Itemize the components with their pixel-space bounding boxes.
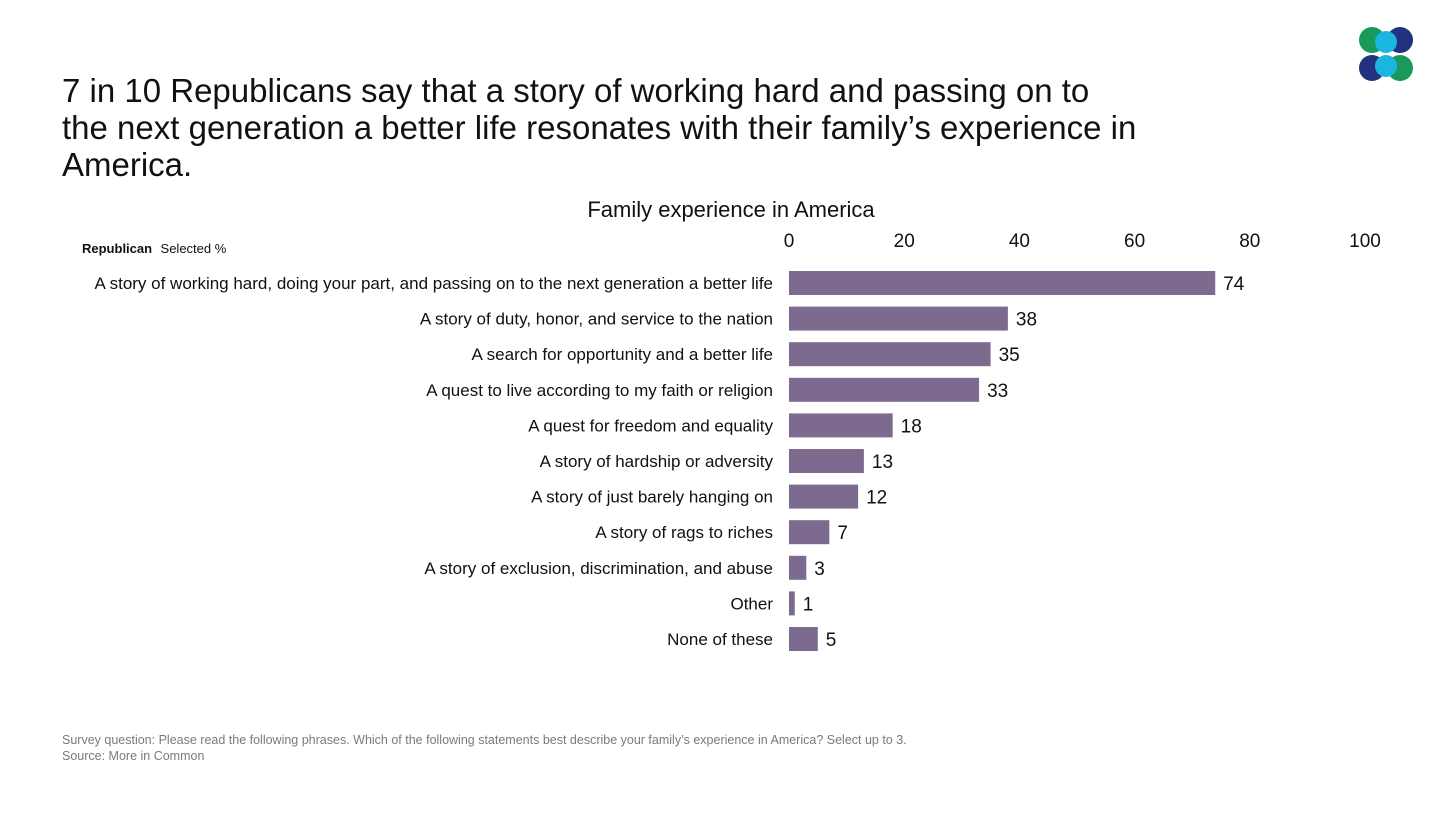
survey-question: Survey question: Please read the followi… — [62, 733, 907, 747]
bar — [789, 484, 859, 509]
category-label: A story of exclusion, discrimination, an… — [424, 559, 773, 578]
legend-measure: Selected % — [161, 241, 227, 256]
category-label: A story of just barely hanging on — [531, 488, 773, 507]
category-label: Other — [730, 594, 773, 613]
category-label: A quest to live according to my faith or… — [426, 381, 773, 400]
x-tick-label: 20 — [894, 231, 915, 252]
x-tick-label: 0 — [784, 231, 795, 252]
data-label: 18 — [901, 416, 922, 437]
x-tick-label: 80 — [1239, 231, 1260, 252]
category-label: A story of working hard, doing your part… — [94, 274, 773, 293]
bar — [789, 413, 893, 438]
data-label: 35 — [999, 345, 1020, 366]
bar — [789, 627, 818, 651]
bar — [789, 342, 991, 367]
bar — [789, 377, 980, 402]
x-tick-label: 100 — [1349, 231, 1381, 252]
bar — [789, 271, 1216, 295]
data-label: 13 — [872, 452, 893, 473]
data-label: 12 — [866, 488, 887, 509]
bar — [789, 520, 830, 545]
category-label: A story of rags to riches — [595, 523, 773, 542]
bar — [789, 449, 864, 473]
source-note: Source: More in Common — [62, 749, 205, 763]
bar — [789, 306, 1008, 331]
legend-group: Republican — [82, 241, 152, 256]
x-axis-ticks: 0 20 40 60 80 100 — [784, 231, 1381, 252]
bar — [789, 555, 807, 580]
data-label: 7 — [837, 523, 848, 544]
legend-caption: Republican Selected % — [82, 240, 227, 257]
category-labels: A story of working hard, doing your part… — [94, 274, 773, 649]
category-label: A search for opportunity and a better li… — [472, 345, 773, 364]
data-label: 74 — [1223, 274, 1245, 295]
four-circle-logo-icon — [1359, 27, 1413, 81]
category-label: A story of hardship or adversity — [540, 452, 774, 471]
bars — [789, 271, 1216, 651]
footnote: Survey question: Please read the followi… — [62, 732, 1162, 764]
category-label: A story of duty, honor, and service to t… — [420, 310, 773, 329]
data-label: 5 — [826, 630, 837, 651]
data-label: 33 — [987, 381, 1008, 402]
logo-circle-center-top — [1375, 31, 1397, 53]
bar — [789, 591, 795, 616]
data-label: 1 — [803, 594, 814, 615]
x-tick-label: 40 — [1009, 231, 1030, 252]
data-label: 3 — [814, 559, 825, 580]
category-label: None of these — [667, 630, 773, 649]
chart-title: Family experience in America — [587, 197, 875, 222]
category-label: A quest for freedom and equality — [528, 416, 773, 435]
data-label: 38 — [1016, 310, 1037, 331]
page-title: 7 in 10 Republicans say that a story of … — [62, 72, 1137, 183]
x-tick-label: 60 — [1124, 231, 1145, 252]
logo-circle-center-bottom — [1375, 55, 1397, 77]
